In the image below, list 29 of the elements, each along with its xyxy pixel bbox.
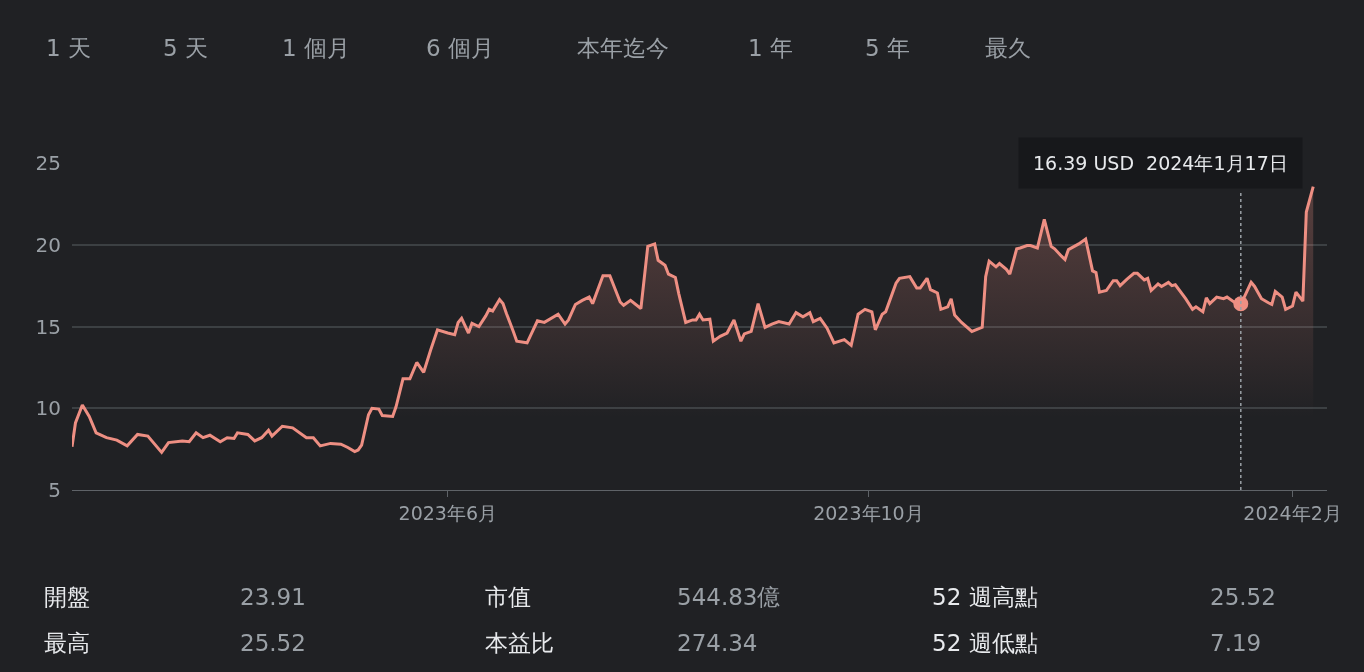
text: 7.19 <box>1210 630 1262 656</box>
text: 23.91 <box>240 584 306 610</box>
text: 最久 <box>985 35 1031 61</box>
text: 5 年 <box>865 35 910 61</box>
y-tick-label: 20 <box>35 232 61 257</box>
x-tick-label: 2023年6月 <box>398 501 498 524</box>
text: 市值 <box>485 584 531 610</box>
text: 6 個月 <box>426 35 494 61</box>
text: 274.34 <box>677 630 758 656</box>
x-tick-label: 2024年2月 <box>1243 501 1342 524</box>
text: 5 天 <box>163 35 208 61</box>
ref-line-label: 16.39 USD 2024年1月17日 <box>1033 152 1288 174</box>
text: 52 週低點 <box>932 630 1038 656</box>
text: 1 天 <box>46 35 91 61</box>
text: 25.52 <box>240 630 306 656</box>
text: 本年迄今 <box>577 35 669 61</box>
y-tick-label: 25 <box>35 151 61 175</box>
text: 1 個月 <box>282 35 350 61</box>
text: 544.83億 <box>677 584 781 610</box>
y-tick-label: 15 <box>35 314 61 339</box>
y-tick-label: 5 <box>48 478 61 502</box>
text: 最高 <box>44 630 90 656</box>
x-tick-label: 2023年10月 <box>813 501 924 524</box>
text: 本益比 <box>485 630 554 656</box>
y-tick-label: 10 <box>35 396 61 421</box>
text: 開盤 <box>44 584 90 610</box>
text: 1 年 <box>748 35 793 61</box>
text: 25.52 <box>1210 584 1276 610</box>
text: 52 週高點 <box>932 584 1038 610</box>
